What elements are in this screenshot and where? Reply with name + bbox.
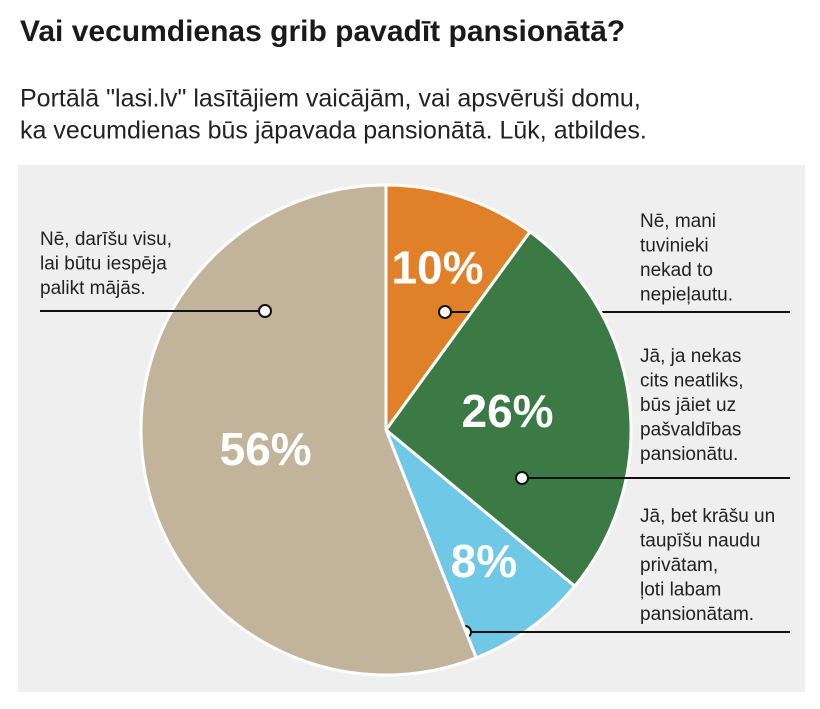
value-label: 8% [451,535,517,587]
label-line: pansionātam. [640,604,754,625]
leader-dot [438,305,452,319]
category-label: Jā, bet krāšu un taupīšu naudu privātam, ļo… [640,506,775,625]
label-line: tuvinieki [640,236,709,257]
chart-title: Vai vecumdienas grib pavadīt pansionātā? [20,15,625,48]
leader-dot [258,304,272,318]
label-line: cits neatliks, [640,371,743,392]
value-label: 56% [220,423,312,475]
subtitle: ka vecumdienas būs jāpavada pansionātā. … [20,117,647,145]
category-label: Nē, darīšu visu, lai būtu iespēja palikt m… [40,229,172,299]
pie-slice [383,229,633,589]
subtitle: Portālā "lasi.lv" lasītājiem vaicājām, v… [20,85,641,113]
label-line: pašvaldības [640,420,741,441]
label-line: privātam, [640,555,718,576]
leader-dot [515,471,529,485]
label-line: lai būtu iespēja [40,254,167,275]
value-label: 10% [391,242,483,294]
label-line: Nē, darīšu visu, [40,229,172,250]
label-line: taupīšu naudu [640,531,760,552]
label-line: Jā, ja nekas [640,346,741,367]
label-line: pansionātu. [640,444,738,465]
label-line: ļoti labam [640,580,721,601]
label-line: palikt mājās. [40,278,146,299]
category-label: Nē, mani tuvinieki nekad to nepieļautu. [640,211,733,306]
label-line: būs jāiet uz [640,395,736,416]
label-line: nepieļautu. [640,285,733,306]
pie-slice [139,183,479,677]
pie-slice [384,428,577,660]
label-line: Nē, mani [640,211,716,232]
label-line: Jā, bet krāšu un [640,506,775,527]
pie-slice [384,183,533,435]
category-label: Jā, ja nekas cits neatliks, būs jāiet uz pa… [640,346,743,465]
label-line: nekad to [640,260,713,281]
value-label: 26% [461,385,553,437]
